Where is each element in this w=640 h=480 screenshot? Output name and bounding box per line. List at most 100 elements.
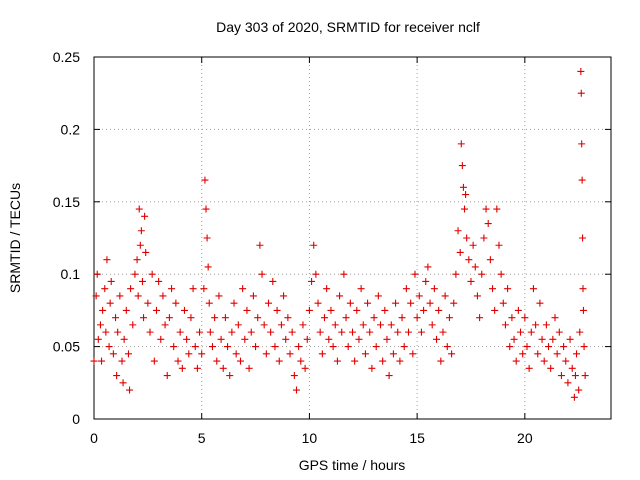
data-point	[521, 314, 529, 322]
data-point	[203, 234, 211, 242]
data-point	[461, 205, 469, 213]
data-point	[398, 314, 406, 322]
data-point	[106, 299, 114, 307]
data-point	[433, 335, 441, 343]
data-point	[267, 328, 275, 336]
data-point	[183, 335, 191, 343]
data-point	[568, 364, 576, 372]
data-point	[275, 357, 283, 365]
data-point	[370, 314, 378, 322]
data-point	[112, 314, 120, 322]
data-point	[542, 321, 550, 329]
data-point	[430, 285, 438, 293]
data-point	[254, 314, 262, 322]
data-point	[292, 386, 300, 394]
data-point	[394, 328, 402, 336]
data-point	[135, 205, 143, 213]
data-point	[144, 299, 152, 307]
data-point	[578, 176, 586, 184]
data-point	[185, 350, 193, 358]
data-point	[456, 248, 464, 256]
data-point	[336, 292, 344, 300]
data-point	[327, 306, 335, 314]
data-point	[165, 314, 173, 322]
data-point	[413, 314, 421, 322]
data-point	[357, 285, 365, 293]
data-point	[351, 357, 359, 365]
data-point	[333, 357, 341, 365]
y-tick-label: 0.2	[61, 121, 81, 137]
data-point	[198, 350, 206, 358]
data-point	[178, 364, 186, 372]
data-point	[217, 335, 225, 343]
data-point	[331, 321, 339, 329]
data-point	[389, 350, 397, 358]
data-point	[176, 328, 184, 336]
data-point	[340, 270, 348, 278]
data-point	[305, 306, 313, 314]
data-point	[577, 67, 585, 75]
data-point	[353, 306, 361, 314]
data-point	[557, 372, 565, 380]
data-point	[107, 277, 115, 285]
data-point	[519, 350, 527, 358]
data-point	[547, 364, 555, 372]
data-point	[405, 328, 413, 336]
data-point	[174, 357, 182, 365]
data-point	[396, 357, 404, 365]
y-axis-label: SRMTID / TECUs	[7, 183, 23, 293]
data-point	[284, 314, 292, 322]
data-point	[361, 350, 369, 358]
data-point	[152, 306, 160, 314]
data-point	[359, 321, 367, 329]
data-point	[454, 227, 462, 235]
data-point	[256, 241, 264, 249]
data-point	[314, 299, 322, 307]
data-point	[124, 350, 132, 358]
data-point	[417, 328, 425, 336]
data-point	[211, 314, 219, 322]
data-point	[325, 335, 333, 343]
y-tick-label: 0.1	[61, 266, 81, 282]
data-point	[103, 256, 111, 264]
data-point	[288, 328, 296, 336]
grid	[94, 57, 611, 419]
data-point	[157, 335, 165, 343]
data-point	[484, 220, 492, 228]
data-point	[497, 270, 505, 278]
data-point	[136, 241, 144, 249]
data-point	[551, 314, 559, 322]
data-point	[368, 364, 376, 372]
data-point	[508, 314, 516, 322]
data-point	[536, 299, 544, 307]
data-point	[452, 270, 460, 278]
data-point	[501, 321, 509, 329]
data-point	[532, 321, 540, 329]
data-point	[201, 176, 209, 184]
data-point	[560, 343, 568, 351]
data-point	[236, 357, 244, 365]
data-point	[566, 335, 574, 343]
data-point	[576, 328, 584, 336]
data-point	[448, 350, 456, 358]
data-point	[491, 306, 499, 314]
data-point	[385, 372, 393, 380]
data-point	[510, 335, 518, 343]
data-point	[191, 343, 199, 351]
data-point	[580, 343, 588, 351]
data-point	[213, 357, 221, 365]
data-point	[467, 277, 475, 285]
data-point	[252, 343, 260, 351]
data-point	[155, 277, 163, 285]
data-point	[247, 328, 255, 336]
data-point	[538, 335, 546, 343]
data-point	[534, 350, 542, 358]
data-point	[134, 292, 142, 300]
data-point	[372, 343, 380, 351]
data-point	[273, 306, 281, 314]
data-point	[206, 328, 214, 336]
data-point	[159, 292, 167, 300]
data-point	[170, 343, 178, 351]
data-point	[205, 299, 213, 307]
